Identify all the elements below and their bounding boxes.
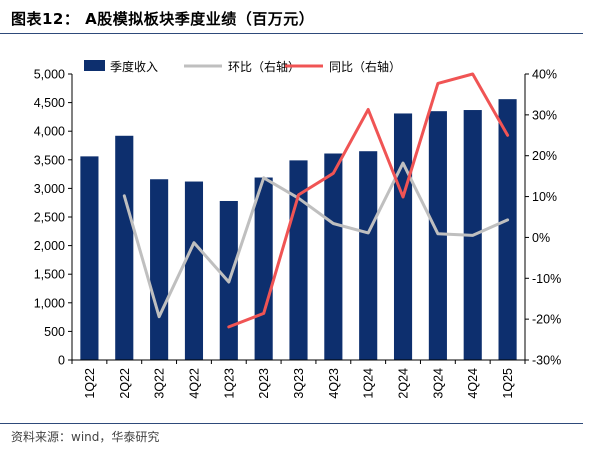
title-divider bbox=[0, 33, 583, 34]
chart-title: 图表12： A股模拟板块季度业绩（百万元） bbox=[11, 10, 315, 28]
left-axis-tick-label: 2,500 bbox=[34, 211, 65, 225]
revenue-bar bbox=[324, 153, 343, 360]
right-axis-tick-label: 20% bbox=[532, 149, 557, 163]
x-axis-tick-label: 2Q22 bbox=[118, 368, 132, 399]
revenue-bar bbox=[115, 135, 134, 360]
left-axis-tick-label: 4,500 bbox=[34, 96, 65, 110]
revenue-bar bbox=[150, 179, 169, 360]
x-axis-tick-label: 2Q23 bbox=[257, 368, 271, 399]
revenue-bar bbox=[80, 156, 99, 360]
yoy-line bbox=[227, 72, 510, 329]
left-axis-tick-label: 4,000 bbox=[34, 125, 65, 139]
legend-label: 环比（右轴） bbox=[228, 59, 300, 74]
right-axis-tick-label: -10% bbox=[532, 272, 561, 286]
legend-label: 季度收入 bbox=[110, 59, 158, 74]
right-axis-tick-label: 40% bbox=[532, 68, 557, 82]
left-axis-tick-label: 0 bbox=[58, 354, 65, 368]
source-divider bbox=[0, 423, 583, 424]
x-axis-tick-label: 4Q23 bbox=[327, 368, 341, 399]
revenue-bar bbox=[498, 99, 517, 360]
revenue-bar bbox=[359, 151, 378, 360]
revenue-bar bbox=[428, 111, 447, 361]
revenue-bar bbox=[393, 113, 413, 360]
right-axis-tick-label: 30% bbox=[532, 108, 557, 122]
x-axis-tick-label: 2Q24 bbox=[397, 368, 411, 399]
x-axis-tick-label: 4Q24 bbox=[466, 368, 480, 399]
legend-swatch-revenue bbox=[84, 60, 105, 71]
x-axis-tick-label: 1Q25 bbox=[501, 368, 515, 399]
source-note: 资料来源：wind，华泰研究 bbox=[11, 430, 160, 444]
legend-label: 同比（右轴） bbox=[329, 59, 401, 74]
left-axis-tick-label: 1,000 bbox=[34, 296, 65, 310]
x-axis-tick-label: 1Q23 bbox=[222, 368, 236, 399]
x-axis-tick-label: 1Q22 bbox=[83, 368, 97, 399]
right-axis-tick-label: -20% bbox=[532, 313, 561, 327]
x-axis-tick-label: 3Q23 bbox=[292, 368, 306, 399]
right-axis-tick-label: 0% bbox=[532, 231, 550, 245]
left-axis-tick-label: 1,500 bbox=[34, 268, 65, 282]
x-axis-tick-label: 4Q22 bbox=[187, 368, 201, 399]
x-axis-tick-label: 1Q24 bbox=[362, 368, 376, 399]
left-axis-tick-label: 3,000 bbox=[34, 182, 65, 196]
x-axis-tick-label: 3Q24 bbox=[431, 368, 445, 399]
right-axis-tick-label: 10% bbox=[532, 190, 557, 204]
left-axis-tick-label: 2,000 bbox=[34, 239, 65, 253]
left-axis-tick-label: 3,500 bbox=[34, 153, 65, 167]
revenue-bar bbox=[254, 177, 273, 360]
right-axis-tick-label: -30% bbox=[532, 354, 561, 368]
left-axis-tick-label: 500 bbox=[44, 325, 65, 339]
revenue-bar bbox=[184, 181, 204, 360]
qoq-line bbox=[122, 161, 510, 319]
left-axis-tick-label: 5,000 bbox=[34, 68, 65, 82]
x-axis-tick-label: 3Q22 bbox=[153, 368, 167, 399]
